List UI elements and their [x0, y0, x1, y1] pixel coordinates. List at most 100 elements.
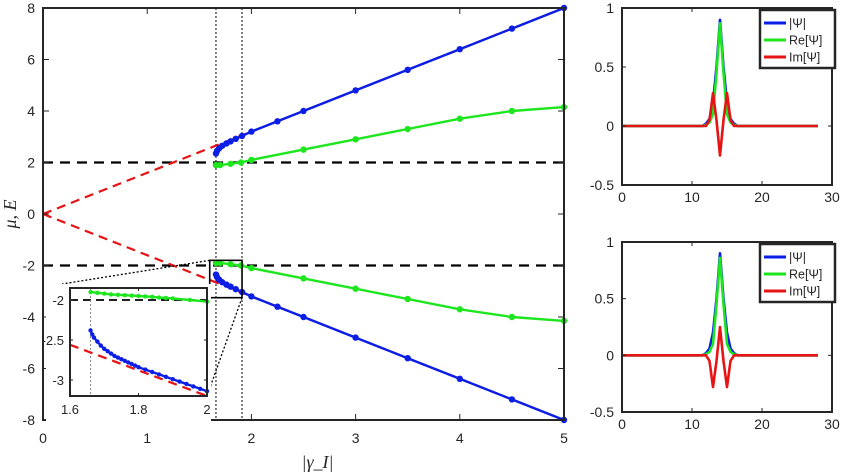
main-series-5-point [216, 259, 224, 267]
main-xtick-label: 3 [352, 430, 360, 446]
profile-bottom-legend-label: Im[Ψ] [789, 285, 820, 299]
main-series-4-point [352, 136, 359, 143]
main-series-5-point [237, 262, 245, 269]
main-series-3-point [352, 334, 359, 341]
main-ytick-label: -2 [23, 258, 36, 274]
inset-series-2-point [115, 292, 121, 297]
profile-bottom-legend-label: |Ψ| [789, 251, 806, 265]
inset-series-2-point [170, 296, 175, 301]
main-series-2-point [274, 118, 281, 125]
main-series-3-point [232, 285, 239, 293]
main-ytick-label: 0 [27, 206, 35, 222]
profile-top-ytick-label: 0.5 [595, 59, 615, 75]
zoom-connector [61, 259, 210, 285]
main-series-5-line [216, 261, 565, 323]
main-xtick-label: 5 [560, 430, 568, 446]
profile-bottom-xtick-label: 0 [618, 416, 626, 432]
profile-top-plot [622, 18, 818, 157]
profile-bottom-xtick-label: 30 [824, 416, 840, 432]
inset-series-1-point [156, 372, 162, 377]
inset-series-1-point [88, 328, 93, 333]
main-series-4-line [216, 105, 565, 167]
inset-series-2-point [187, 297, 193, 303]
profile-top-legend-label: Im[Ψ] [789, 51, 820, 65]
inset-series-1-point [184, 381, 189, 387]
main-series-4-point [508, 107, 516, 115]
main-series-3-point [248, 293, 255, 300]
main-ytick-label: -8 [23, 412, 36, 428]
profile-top-ytick-label: 1 [606, 0, 614, 16]
profile-top-xtick-label: 20 [754, 189, 770, 205]
inset-series-1-point [143, 367, 148, 372]
main-series-4-point [248, 156, 255, 164]
profile-top-xtick-label: 0 [618, 189, 626, 205]
main-series-4-point [404, 125, 411, 133]
profile-bottom-xtick-label: 20 [754, 416, 770, 432]
main-series-3-point [456, 375, 463, 382]
main-series-2-point [404, 66, 411, 74]
inset-series-0-line [69, 343, 208, 398]
main-ylabel: μ, E [0, 199, 20, 229]
profile-bottom-ytick-label: -0.5 [590, 404, 614, 420]
profile-bottom-ytick-label: 1 [606, 234, 614, 250]
main-series-4-point [216, 161, 224, 169]
inset-series-1-point [115, 355, 121, 360]
profile-bottom-xtick-label: 10 [684, 416, 700, 432]
main-plot [42, 4, 568, 424]
inset-series-1-point [129, 361, 134, 367]
inset-series-2-point [108, 292, 114, 297]
main-series-2-point [238, 132, 246, 140]
inset-background [46, 284, 211, 422]
main-series-4-point [237, 159, 245, 166]
inset-series-1-point [126, 360, 131, 365]
inset-series-2-point [136, 293, 141, 299]
profile-top-xtick-label: 10 [684, 189, 700, 205]
inset-series-2-point [150, 294, 155, 299]
main-series-4-point [227, 160, 234, 167]
inset-series-1-point [91, 335, 97, 340]
inset-series-1-point [122, 358, 128, 363]
inset-series-1-point [119, 357, 124, 362]
inset-series-1-point [102, 346, 107, 351]
profile-top-ytick-label: -0.5 [590, 177, 614, 193]
main-series-3-point [274, 303, 281, 310]
main-series-2-point [508, 25, 516, 32]
inset-series-1-point [197, 386, 203, 391]
profile-bottom-ytick-label: 0 [606, 347, 614, 363]
inset-ytick-label: -2.5 [42, 333, 64, 348]
inset-axes: 1.6 1.8 2 -3 -2.5 -2 [42, 287, 211, 417]
profile-bottom-legend-label: Re[Ψ] [789, 268, 822, 282]
profile-top-legend-label: |Ψ| [789, 17, 806, 31]
profile-top-frame [621, 7, 833, 186]
inset-series-2-point [163, 295, 169, 301]
main-series-5-point [404, 295, 411, 303]
main-series-2-point [300, 107, 307, 115]
inset-series-1-point [105, 349, 110, 354]
profile-bottom-frame [621, 241, 833, 413]
main-series-3-point [300, 313, 307, 321]
profile-bottom-ytick-label: 0.5 [595, 291, 615, 307]
main-ytick-label: 4 [27, 103, 35, 119]
main-ytick-label: 2 [27, 155, 35, 171]
profile-top-axes: 0 10 20 30-0.500.51 [590, 0, 840, 205]
main-series-2-point [456, 46, 463, 53]
inset-series-1-point [177, 379, 182, 384]
main-ytick-label: -6 [23, 361, 36, 377]
inset-series-1-point [98, 343, 104, 348]
profile-bottom-legend: |Ψ| Re[Ψ] Im[Ψ] [758, 242, 837, 304]
inset-series-1-point [150, 369, 155, 375]
main-xtick-label: 2 [248, 430, 256, 446]
main-frame [42, 7, 565, 421]
main-xtick-label: 4 [456, 430, 464, 446]
main-series-2-point [352, 87, 359, 94]
inset-series-2-point [129, 293, 134, 298]
inset-xtick-label: 1.8 [129, 402, 147, 417]
inset-series-1-point [170, 377, 175, 382]
main-series-4-point [300, 146, 307, 153]
inset-series-1-point [108, 351, 114, 356]
inset-ytick-label: -2 [52, 293, 64, 308]
inset-series-2-point [102, 291, 107, 296]
main-xlabel: |γ_I| [302, 452, 334, 472]
main-series-5-point [300, 275, 307, 282]
inset-series-1-point [95, 339, 100, 344]
